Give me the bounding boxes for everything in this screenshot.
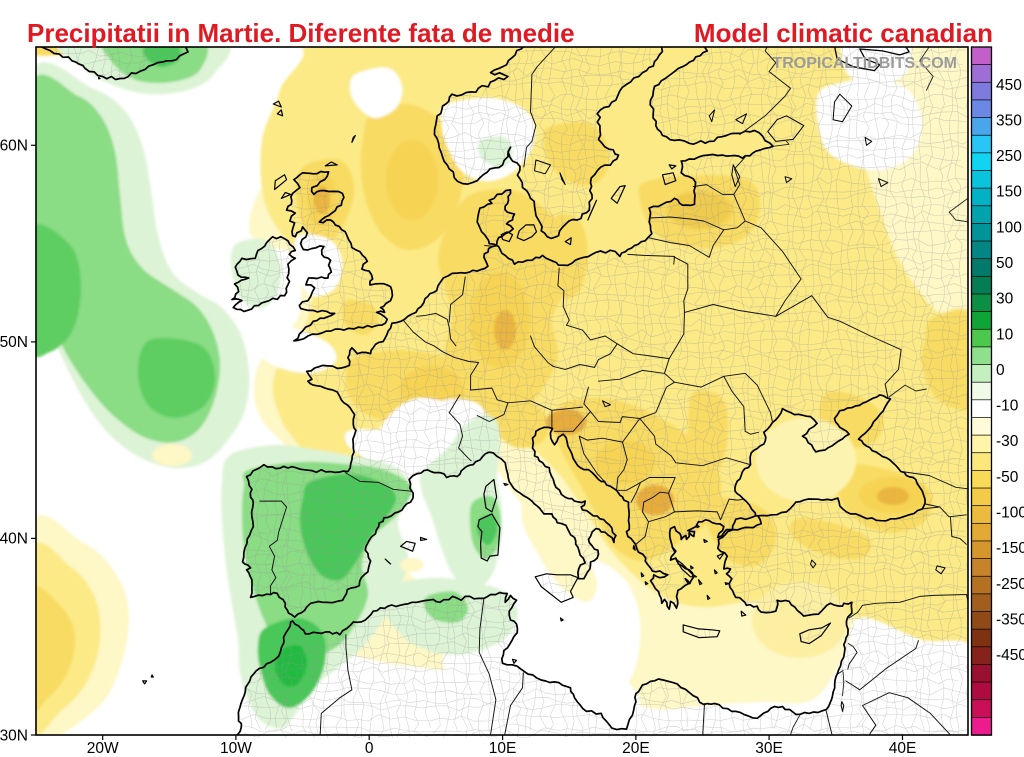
svg-text:50N: 50N	[0, 334, 28, 351]
svg-text:20E: 20E	[622, 740, 650, 757]
svg-text:Model climatic canadian: Model climatic canadian	[694, 18, 993, 48]
svg-text:60N: 60N	[0, 138, 28, 155]
svg-text:Precipitatii in Martie. Difere: Precipitatii in Martie. Diferente fata d…	[27, 18, 575, 48]
svg-text:-450: -450	[996, 647, 1024, 664]
svg-text:-350: -350	[996, 611, 1024, 628]
svg-text:10W: 10W	[220, 740, 252, 757]
svg-text:10E: 10E	[489, 740, 517, 757]
svg-text:150: 150	[996, 184, 1022, 201]
svg-text:-250: -250	[996, 576, 1024, 593]
svg-text:-150: -150	[996, 540, 1024, 557]
svg-text:10: 10	[996, 326, 1014, 343]
svg-text:0: 0	[365, 740, 374, 757]
svg-text:350: 350	[996, 112, 1022, 129]
svg-text:-30: -30	[996, 433, 1019, 450]
svg-text:100: 100	[996, 219, 1022, 236]
svg-text:50: 50	[996, 255, 1014, 272]
svg-text:450: 450	[996, 77, 1022, 94]
svg-text:TROPICALTIDBITS.COM: TROPICALTIDBITS.COM	[772, 55, 957, 72]
svg-text:-100: -100	[996, 505, 1024, 522]
svg-text:20W: 20W	[87, 740, 119, 757]
svg-text:0: 0	[996, 362, 1005, 379]
svg-text:40N: 40N	[0, 531, 28, 548]
svg-text:-10: -10	[996, 398, 1019, 415]
svg-text:30: 30	[996, 291, 1014, 308]
svg-text:30N: 30N	[0, 727, 28, 744]
svg-text:30E: 30E	[755, 740, 783, 757]
svg-text:-50: -50	[996, 469, 1019, 486]
svg-text:250: 250	[996, 148, 1022, 165]
svg-text:40E: 40E	[889, 740, 917, 757]
